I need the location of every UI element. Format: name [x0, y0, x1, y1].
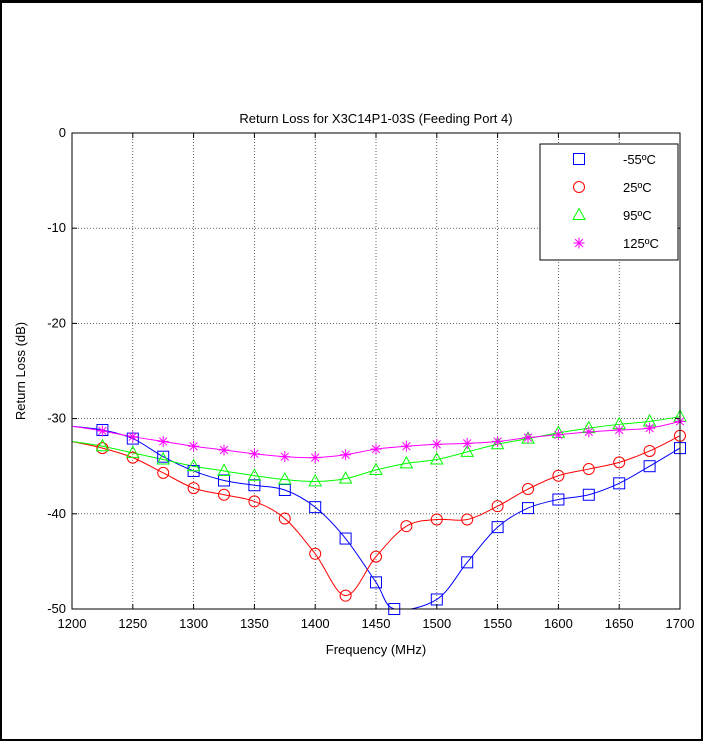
data-point	[643, 444, 656, 457]
data-point	[644, 422, 656, 434]
legend-label: -55ºC	[623, 152, 656, 167]
data-point	[218, 444, 230, 456]
data-point	[552, 429, 564, 441]
data-point	[370, 443, 382, 455]
chart-title: Return Loss for X3C14P1-03S (Feeding Por…	[239, 111, 512, 126]
series-line-2	[72, 416, 680, 482]
data-point	[217, 463, 231, 476]
legend-marker	[572, 207, 586, 220]
x-tick-label: 1350	[240, 616, 269, 631]
data-point	[369, 462, 383, 476]
legend-marker	[573, 237, 585, 249]
data-point	[127, 431, 139, 443]
x-tick-label: 1700	[666, 616, 695, 631]
data-point	[552, 469, 565, 482]
data-point	[338, 471, 353, 484]
data-point	[431, 438, 443, 450]
x-tick-label: 1400	[301, 616, 330, 631]
data-point	[279, 451, 291, 463]
data-point	[582, 463, 595, 476]
x-tick-label: 1600	[544, 616, 573, 631]
data-point	[491, 521, 504, 534]
data-point	[96, 442, 109, 455]
data-point	[309, 501, 322, 514]
legend-label: 25ºC	[623, 180, 652, 195]
data-point	[399, 455, 414, 469]
x-tick-label: 1200	[58, 616, 87, 631]
data-point	[522, 432, 534, 444]
data-point	[157, 466, 170, 479]
x-tick-label: 1250	[118, 616, 147, 631]
data-point	[186, 458, 201, 472]
data-point	[460, 444, 475, 457]
legend-label: 125ºC	[623, 236, 659, 251]
x-axis-title: Frequency (MHz)	[326, 642, 426, 657]
y-axis-title: Return Loss (dB)	[13, 322, 28, 420]
legend-marker	[573, 181, 585, 193]
data-point	[339, 589, 352, 602]
data-point	[370, 576, 382, 589]
data-point	[277, 471, 292, 485]
data-point	[339, 532, 352, 545]
x-tick-label: 1450	[362, 616, 391, 631]
grid	[72, 133, 680, 609]
data-point	[522, 502, 534, 515]
data-point	[187, 482, 200, 495]
legend: -55ºC 25ºC 95ºC 125ºC	[539, 143, 679, 261]
legend-box	[539, 143, 679, 261]
data-point	[96, 425, 108, 437]
data-point	[309, 452, 321, 464]
data-point	[461, 556, 474, 569]
data-point	[613, 456, 626, 469]
data-point	[522, 483, 534, 496]
data-point	[400, 520, 413, 533]
data-point	[643, 460, 656, 473]
data-point	[370, 550, 382, 563]
data-point	[95, 438, 110, 452]
y-tick-label: 0	[59, 125, 66, 140]
data-point	[125, 445, 140, 458]
y-tick-label: -10	[47, 220, 66, 235]
y-tick-label: -40	[47, 506, 66, 521]
data-point	[247, 468, 262, 481]
data-point	[490, 436, 505, 450]
data-point	[582, 488, 595, 501]
legend-label: 95ºC	[623, 208, 652, 223]
data-point	[430, 513, 443, 526]
data-point	[583, 426, 595, 438]
data-point	[308, 473, 323, 487]
data-point	[218, 488, 230, 501]
data-point	[309, 547, 322, 560]
data-point	[278, 512, 291, 525]
y-tick-label: -50	[47, 601, 66, 616]
x-tick-label: 1550	[483, 616, 512, 631]
data-point	[248, 495, 261, 508]
data-point	[400, 440, 412, 452]
data-point	[461, 437, 473, 449]
data-point	[429, 451, 444, 465]
x-tick-label: 1650	[605, 616, 634, 631]
data-point	[491, 500, 504, 513]
legend-marker	[573, 153, 585, 165]
axis-ticks: 1200 1250 1300 1350 1400 1450 1500 1550 1600 1650…	[47, 125, 694, 631]
data-point	[157, 435, 169, 447]
data-point	[340, 449, 352, 461]
data-point	[492, 435, 504, 447]
data-point	[613, 477, 626, 490]
data-point	[248, 448, 260, 460]
y-tick-label: -20	[47, 315, 66, 330]
marker-layer	[95, 409, 687, 615]
data-point	[461, 513, 474, 526]
data-point	[552, 493, 565, 506]
data-point	[157, 450, 170, 463]
x-tick-label: 1300	[179, 616, 208, 631]
y-tick-label: -30	[47, 411, 66, 426]
x-tick-label: 1500	[422, 616, 451, 631]
data-point	[188, 440, 200, 452]
chart: 1200 1250 1300 1350 1400 1450 1500 1550 1600 1650…	[13, 111, 694, 657]
data-point	[156, 451, 171, 465]
series-line-1	[72, 435, 680, 597]
data-point	[613, 424, 625, 436]
